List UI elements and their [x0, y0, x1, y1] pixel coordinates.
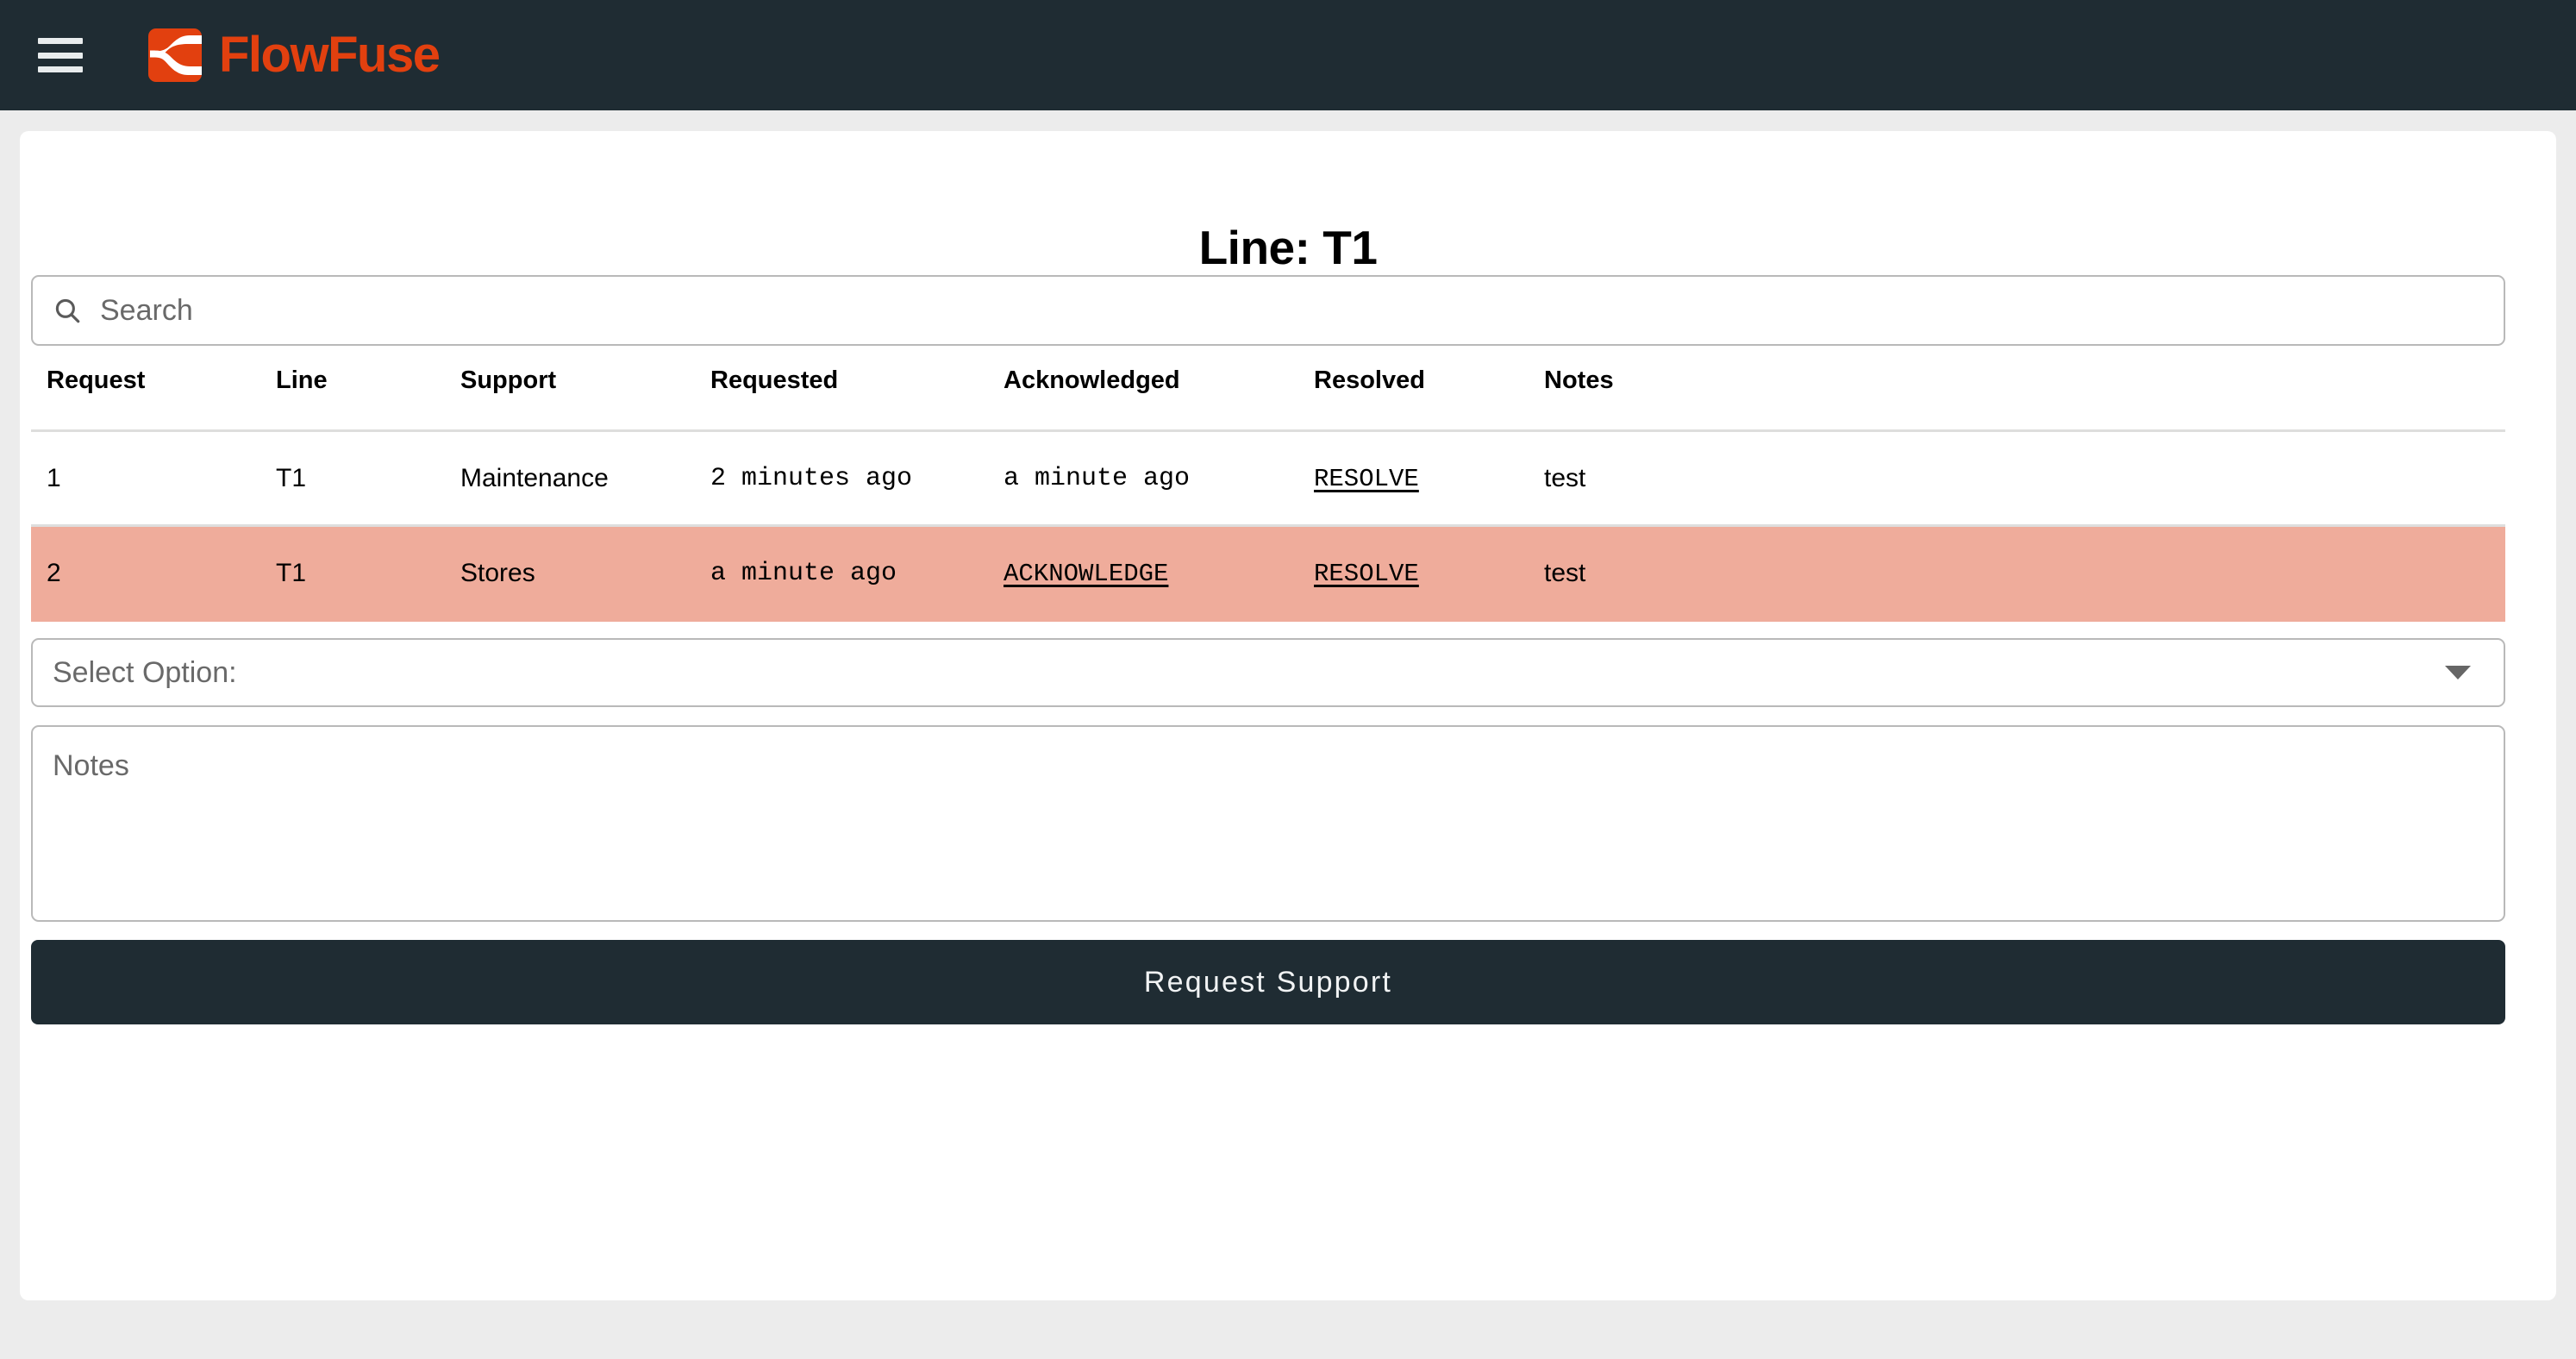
resolve-link[interactable]: RESOLVE [1314, 465, 1419, 493]
cell-notes: test [1529, 430, 2505, 527]
cell-line: T1 [260, 525, 445, 622]
search-input[interactable] [100, 289, 2342, 332]
hamburger-menu-icon[interactable] [38, 38, 83, 72]
table-header-row: Request Line Support Requested Acknowled… [31, 366, 2505, 432]
table-header: Request Line Support Requested Acknowled… [31, 366, 2505, 432]
hamburger-bar [38, 38, 83, 44]
search-bar[interactable] [31, 275, 2505, 346]
cell-line: T1 [260, 430, 445, 527]
select-option-dropdown[interactable]: Select Option: [31, 638, 2505, 707]
cell-request: 2 [31, 525, 260, 622]
brand-name: FlowFuse [219, 27, 441, 83]
chevron-down-icon[interactable] [2445, 666, 2471, 680]
cell-acknowledged: ACKNOWLEDGE [988, 525, 1298, 622]
notes-textarea[interactable] [31, 725, 2505, 922]
hamburger-bar [38, 52, 83, 59]
cell-requested: a minute ago [695, 525, 988, 622]
cell-requested: 2 minutes ago [695, 430, 988, 527]
column-header-support: Support [445, 366, 695, 432]
search-icon [55, 298, 80, 323]
table-body: 1 T1 Maintenance 2 minutes ago a minute … [31, 430, 2505, 622]
hamburger-bar [38, 66, 83, 72]
column-header-resolved: Resolved [1298, 366, 1529, 432]
column-header-notes: Notes [1529, 366, 2505, 432]
cell-resolved: RESOLVE [1298, 525, 1529, 622]
select-option-value: Select Option: [53, 655, 237, 689]
column-header-request: Request [31, 366, 260, 432]
flowfuse-logo-icon [148, 28, 202, 82]
table-row[interactable]: 1 T1 Maintenance 2 minutes ago a minute … [31, 430, 2505, 527]
cell-acknowledged: a minute ago [988, 430, 1298, 527]
cell-support: Maintenance [445, 430, 695, 527]
table-row[interactable]: 2 T1 Stores a minute ago ACKNOWLEDGE RES… [31, 525, 2505, 622]
cell-support: Stores [445, 525, 695, 622]
brand-logo[interactable]: FlowFuse [148, 27, 441, 83]
column-header-line: Line [260, 366, 445, 432]
column-header-acknowledged: Acknowledged [988, 366, 1298, 432]
cell-notes: test [1529, 525, 2505, 622]
acknowledge-link[interactable]: ACKNOWLEDGE [1004, 560, 1169, 588]
resolve-link[interactable]: RESOLVE [1314, 560, 1419, 588]
cell-resolved: RESOLVE [1298, 430, 1529, 527]
request-support-button[interactable]: Request Support [31, 940, 2505, 1024]
top-navbar: FlowFuse [0, 0, 2576, 110]
page-title: Line: T1 [1198, 221, 1378, 274]
support-requests-table: Request Line Support Requested Acknowled… [31, 366, 2505, 622]
column-header-requested: Requested [695, 366, 988, 432]
cell-request: 1 [31, 430, 260, 527]
content-area: Request Line Support Requested Acknowled… [31, 275, 2505, 1024]
